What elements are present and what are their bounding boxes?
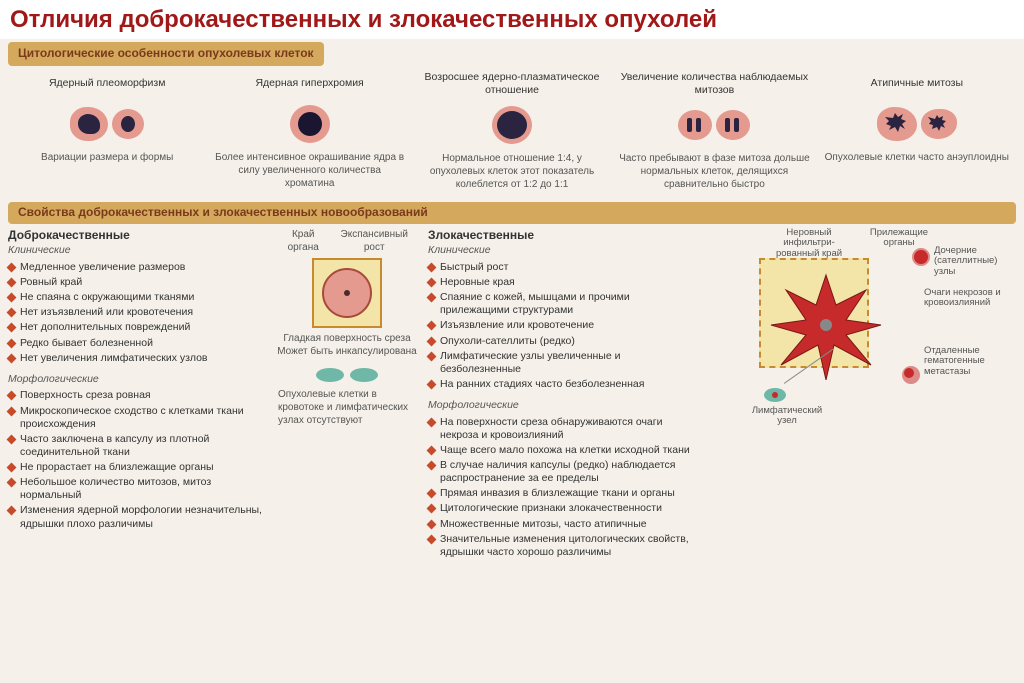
list-item: Микроскопическое сходство с клетками тка…	[8, 405, 266, 431]
list-item: Нет изъязвлений или кровотечения	[8, 306, 266, 319]
malignant-title: Злокачественные	[428, 228, 698, 244]
benign-clinical-list: Медленное увеличение размеров Ровный кра…	[8, 261, 266, 365]
cyto-bot: Более интенсивное окрашивание ядра в сил…	[210, 151, 408, 193]
list-item: Поверхность среза ровная	[8, 389, 266, 402]
cyto-col-hyperchromia: Ядерная гиперхромия Более интенсивное ок…	[210, 71, 408, 194]
malig-diag-label: Очаги некрозов и кровоизлияний	[924, 288, 1012, 309]
cyto-cells	[818, 97, 1016, 151]
malignant-col: Злокачественные Клинические Быстрый рост…	[428, 228, 698, 561]
list-item: Неровные края	[428, 276, 698, 289]
list-item: Опухоли-сателлиты (редко)	[428, 335, 698, 348]
list-item: Редко бывает болезненной	[8, 337, 266, 350]
cyto-top: Ядерный плеоморфизм	[8, 71, 206, 97]
malignant-diagram: Неровный инфильтри­рованный край Прилежа…	[704, 228, 1014, 448]
benign-diag-label: Край органа	[276, 228, 330, 254]
benign-sub: Клинические	[8, 244, 266, 258]
cyto-bot: Нормальное отношение 1:4, у опухолевых к…	[413, 152, 611, 194]
malig-diag-label: Неровный инфильтри­рованный край	[774, 228, 844, 259]
malignant-sub2: Морфологические	[428, 399, 698, 413]
cyto-bot: Опухолевые клетки часто анэуплоидны	[818, 151, 1016, 193]
cyto-col-pleomorphism: Ядерный плеоморфизм Вариации размера и ф…	[8, 71, 206, 194]
benign-diag-label: Может быть инкапсулирована	[272, 345, 422, 358]
malignant-clinical-list: Быстрый рост Неровные края Спаяние с кож…	[428, 261, 698, 391]
benign-diag-label: Экспансивный рост	[330, 228, 418, 254]
lymph-node-icon	[350, 368, 378, 382]
cyto-cells	[210, 97, 408, 151]
list-item: Спаяние с кожей, мышцами и прочими приле…	[428, 291, 698, 317]
cytology-row: Ядерный плеоморфизм Вариации размера и ф…	[0, 69, 1024, 200]
satellite-node-icon	[914, 250, 928, 264]
section-bar-cytology: Цитологические особенности опухолевых кл…	[8, 42, 324, 66]
benign-diag-label: Опухолевые клетки в кровотоке и лимфатич…	[272, 388, 422, 427]
cyto-bot: Часто пребывают в фазе митоза дольше нор…	[615, 152, 813, 194]
malignant-morph-list: На поверхности среза обнаруживаются очаг…	[428, 416, 698, 559]
list-item: Ровный край	[8, 276, 266, 289]
cyto-cells	[413, 98, 611, 152]
cyto-top: Ядерная гиперхромия	[210, 71, 408, 97]
list-item: Цитологические признаки злокачественност…	[428, 502, 698, 515]
benign-sub2: Морфологические	[8, 373, 266, 387]
page-title: Отличия доброкачественных и злокачествен…	[0, 0, 1024, 39]
list-item: Небольшое количество митозов, митоз норм…	[8, 476, 266, 502]
benign-circle-icon	[322, 268, 372, 318]
list-item: В случае наличия капсулы (редко) наблюда…	[428, 459, 698, 485]
benign-morph-list: Поверхность среза ровная Микроскопическо…	[8, 389, 266, 530]
list-item: Нет дополнительных повреждений	[8, 321, 266, 334]
cyto-top: Возросшее ядерно-плазматическое отношени…	[413, 71, 611, 98]
cyto-cells	[615, 98, 813, 152]
cyto-top: Атипичные митозы	[818, 71, 1016, 97]
list-item: На поверхности среза обнаруживаются очаг…	[428, 416, 698, 442]
cyto-bot: Вариации размера и формы	[8, 151, 206, 193]
malig-diag-label: Прилежащие органы	[864, 228, 934, 249]
list-item: Быстрый рост	[428, 261, 698, 274]
list-item: Медленное увеличение размеров	[8, 261, 266, 274]
cyto-col-nc-ratio: Возросшее ядерно-плазматическое отношени…	[413, 71, 611, 194]
section-bar-properties: Свойства доброкачественных и злокачестве…	[8, 202, 1016, 224]
benign-diagram: Край органа Экспансивный рост Гладкая по…	[272, 228, 422, 561]
metastasis-icon	[904, 368, 914, 378]
tumor-burst-icon	[766, 270, 886, 380]
list-item: Прямая инвазия в близлежащие ткани и орг…	[428, 487, 698, 500]
list-item: Часто заключена в капсулу из плотной сое…	[8, 433, 266, 459]
list-item: Нет увеличения лимфатических узлов	[8, 352, 266, 365]
malig-diag-label: Лимфатический узел	[742, 406, 832, 427]
cyto-col-mitoses: Увеличение количества наблюдаемых митозо…	[615, 71, 813, 194]
lymph-node-icon	[316, 368, 344, 382]
list-item: Чаще всего мало похожа на клетки исходно…	[428, 444, 698, 457]
list-item: Не спаяна с окружающими тканями	[8, 291, 266, 304]
malignant-sub: Клинические	[428, 244, 698, 258]
cyto-top: Увеличение количества наблюдаемых митозо…	[615, 71, 813, 98]
list-item: Значительные изменения цитологических св…	[428, 533, 698, 559]
list-item: На ранних стадиях часто безболезненная	[428, 378, 698, 391]
list-item: Множественные митозы, часто атипичные	[428, 518, 698, 531]
benign-box	[312, 258, 382, 328]
list-item: Не прорастает на близлежащие органы	[8, 461, 266, 474]
lower-grid: Доброкачественные Клинические Медленное …	[0, 226, 1024, 563]
malig-diag-label: Отдаленные гематогенные метастазы	[924, 346, 1012, 377]
benign-title: Доброкачественные	[8, 228, 266, 244]
list-item: Изменения ядерной морфологии незначитель…	[8, 504, 266, 530]
malig-diag-label: Дочерние (сателлитные) узлы	[934, 246, 1012, 277]
list-item: Лимфатические узлы увеличенные и безболе…	[428, 350, 698, 376]
benign-diag-label: Гладкая поверхность среза	[272, 332, 422, 345]
list-item: Изъязвление или кровотечение	[428, 319, 698, 332]
benign-col: Доброкачественные Клинические Медленное …	[8, 228, 266, 561]
lymph-node-icon	[764, 388, 786, 402]
cyto-col-atypical: Атипичные митозы Опухолевые клетки часто…	[818, 71, 1016, 194]
cyto-cells	[8, 97, 206, 151]
